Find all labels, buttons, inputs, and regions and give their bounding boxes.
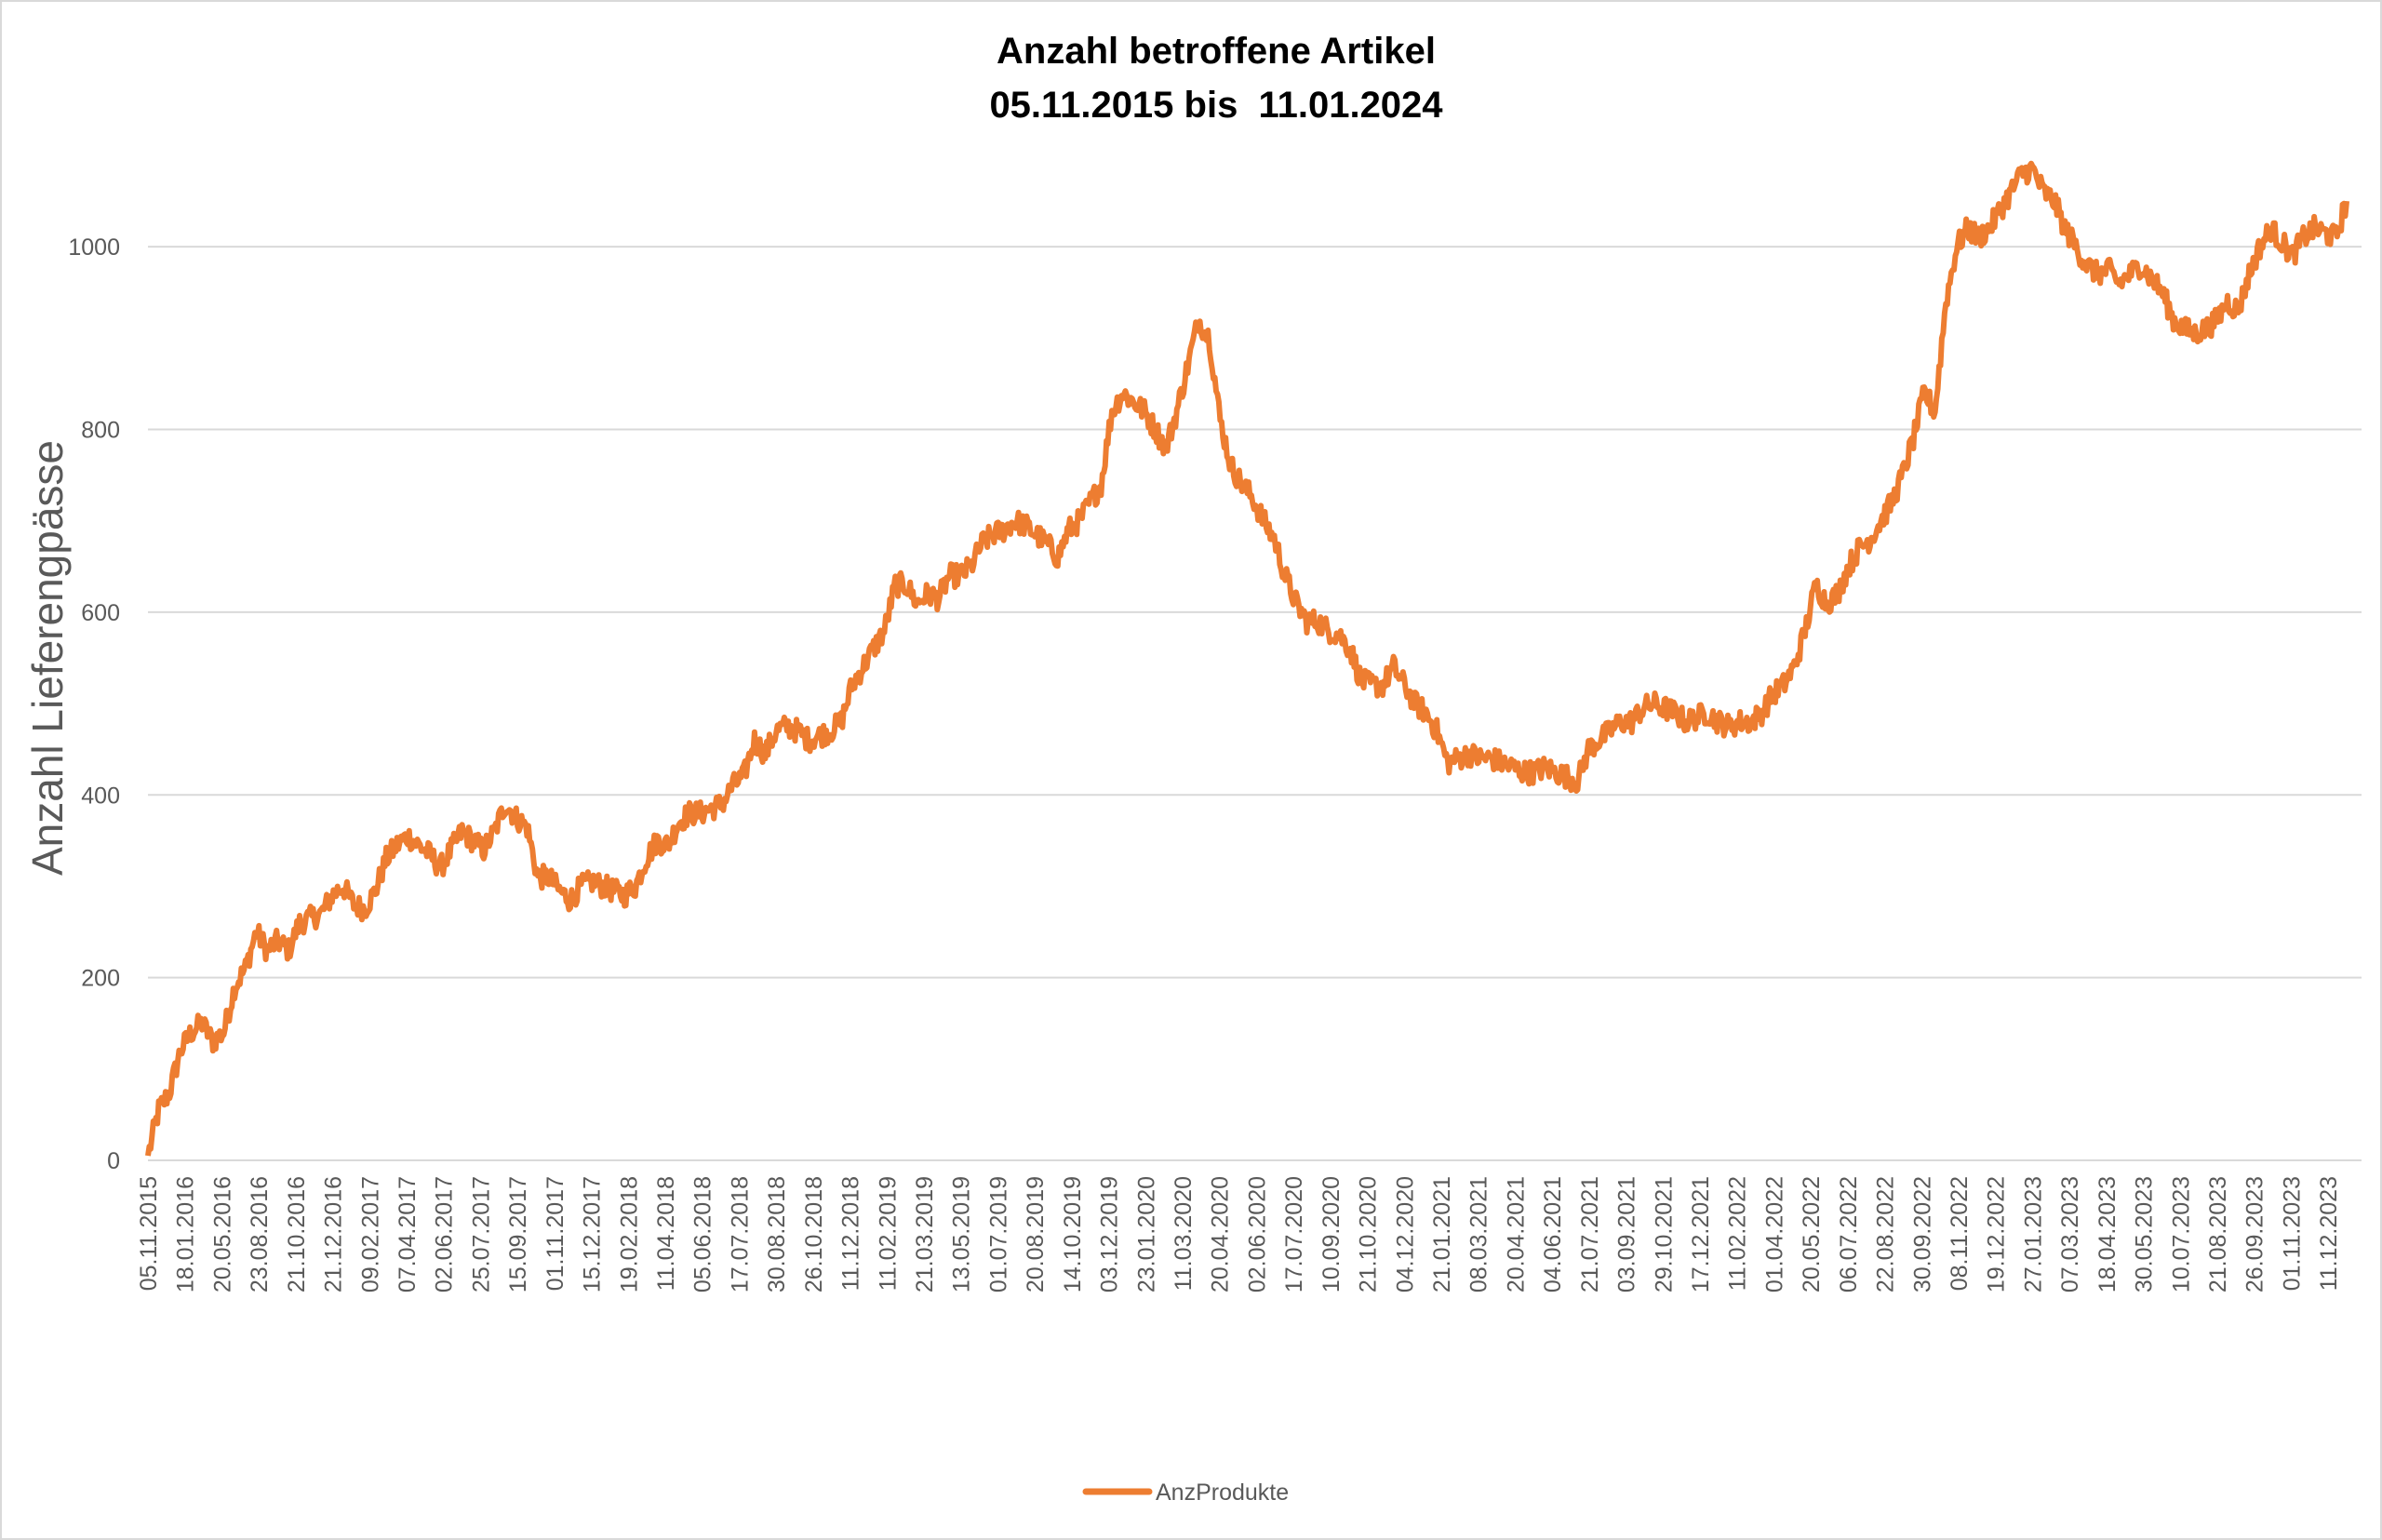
- x-tick-label: 22.08.2022: [1873, 1176, 1899, 1292]
- x-tick-label: 15.12.2017: [580, 1176, 606, 1292]
- x-tick-label: 05.06.2018: [690, 1176, 716, 1292]
- x-tick-label: 20.05.2016: [209, 1176, 235, 1292]
- y-axis-label: Anzahl Lieferengpässe: [23, 440, 72, 876]
- x-tick-label: 08.11.2022: [1947, 1176, 1973, 1291]
- y-tick-label: 1000: [68, 234, 120, 261]
- x-tick-label: 29.10.2021: [1651, 1176, 1677, 1292]
- x-tick-label: 21.12.2016: [321, 1176, 347, 1292]
- x-tick-label: 11.03.2020: [1171, 1176, 1197, 1291]
- y-tick-labels: 0 200 400 600 800 1000: [68, 234, 120, 1174]
- x-tick-label: 21.08.2023: [2205, 1176, 2231, 1292]
- x-tick-label: 30.08.2018: [764, 1176, 790, 1292]
- x-tick-label: 25.07.2017: [468, 1176, 494, 1292]
- x-tick-label: 11.02.2019: [875, 1176, 901, 1291]
- x-tick-label: 14.10.2019: [1060, 1176, 1086, 1292]
- x-tick-label: 17.07.2018: [727, 1176, 753, 1292]
- x-tick-label: 21.07.2021: [1577, 1176, 1603, 1292]
- x-tick-label: 11.12.2023: [2316, 1176, 2342, 1291]
- x-tick-label: 23.01.2020: [1133, 1176, 1159, 1292]
- x-tick-label: 21.10.2016: [284, 1176, 310, 1292]
- series-line-anzprodukte: [145, 160, 2349, 1157]
- y-tick-label: 600: [81, 600, 120, 626]
- y-tick-label: 0: [107, 1148, 120, 1174]
- series-group: [145, 160, 2349, 1157]
- x-tick-label: 19.02.2018: [616, 1176, 642, 1292]
- x-tick-label: 07.03.2023: [2057, 1176, 2083, 1292]
- y-tick-label: 400: [81, 783, 120, 809]
- x-tick-label: 20.04.2020: [1208, 1176, 1234, 1292]
- x-tick-label: 20.08.2019: [1023, 1176, 1049, 1292]
- x-tick-label: 26.10.2018: [801, 1176, 827, 1292]
- gridlines: [148, 246, 2362, 1161]
- x-tick-labels: 05.11.2015 18.01.2016 20.05.2016 23.08.2016…: [136, 1176, 2342, 1292]
- x-tick-label: 11.04.2018: [653, 1176, 679, 1291]
- x-tick-label: 21.01.2021: [1429, 1176, 1455, 1292]
- x-tick-label: 17.07.2020: [1281, 1176, 1307, 1292]
- x-tick-label: 11.02.2022: [1725, 1176, 1751, 1291]
- x-tick-label: 27.01.2023: [2020, 1176, 2046, 1292]
- x-tick-label: 04.06.2021: [1540, 1176, 1566, 1292]
- x-tick-label: 04.12.2020: [1392, 1176, 1418, 1292]
- x-tick-label: 01.04.2022: [1761, 1176, 1787, 1292]
- x-tick-label: 23.08.2016: [247, 1176, 273, 1292]
- x-tick-label: 17.12.2021: [1688, 1176, 1714, 1292]
- x-tick-label: 06.07.2022: [1836, 1176, 1862, 1292]
- x-tick-label: 07.04.2017: [395, 1176, 421, 1292]
- x-tick-label: 18.01.2016: [173, 1176, 199, 1292]
- y-tick-label: 800: [81, 418, 120, 444]
- x-tick-label: 02.06.2020: [1244, 1176, 1270, 1292]
- x-tick-label: 08.03.2021: [1466, 1176, 1492, 1292]
- y-tick-label: 200: [81, 966, 120, 992]
- x-tick-label: 26.09.2023: [2242, 1176, 2268, 1292]
- x-tick-label: 11.12.2018: [838, 1176, 864, 1291]
- x-tick-label: 18.04.2023: [2094, 1176, 2121, 1292]
- x-tick-label: 20.04.2021: [1503, 1176, 1529, 1292]
- chart-title: Anzahl betroffene Artikel: [997, 31, 1436, 72]
- legend: AnzProdukte: [1082, 1480, 1289, 1506]
- legend-label: AnzProdukte: [1156, 1480, 1289, 1506]
- x-tick-label: 30.05.2023: [2132, 1176, 2158, 1292]
- x-tick-label: 01.11.2017: [542, 1176, 569, 1291]
- x-tick-label: 01.07.2019: [985, 1176, 1011, 1292]
- x-tick-label: 19.12.2022: [1984, 1176, 2010, 1292]
- x-tick-label: 20.05.2022: [1799, 1176, 1825, 1292]
- x-tick-label: 15.09.2017: [505, 1176, 531, 1292]
- x-tick-label: 05.11.2015: [136, 1176, 162, 1291]
- x-tick-label: 03.12.2019: [1097, 1176, 1123, 1292]
- x-tick-label: 10.07.2023: [2168, 1176, 2194, 1292]
- x-tick-label: 13.05.2019: [949, 1176, 975, 1292]
- x-tick-label: 09.02.2017: [357, 1176, 383, 1292]
- x-tick-label: 01.11.2023: [2279, 1176, 2305, 1291]
- chart-subtitle: 05.11.2015 bis 11.01.2024: [989, 85, 1443, 126]
- x-tick-label: 21.10.2020: [1356, 1176, 1382, 1292]
- x-tick-label: 21.03.2019: [912, 1176, 938, 1292]
- x-tick-label: 03.09.2021: [1614, 1176, 1640, 1292]
- x-tick-label: 30.09.2022: [1909, 1176, 1935, 1292]
- x-tick-label: 10.09.2020: [1318, 1176, 1345, 1292]
- x-tick-label: 02.06.2017: [432, 1176, 458, 1292]
